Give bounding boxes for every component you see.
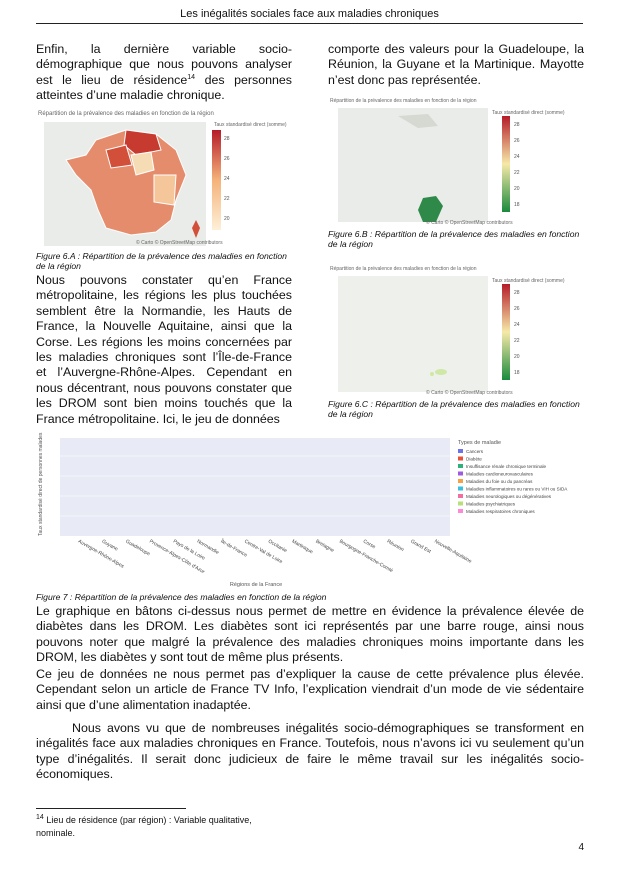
region-label: Bretagne <box>314 539 335 554</box>
running-header: Les inégalités sociales face aux maladie… <box>36 8 583 24</box>
legend-swatch <box>458 464 463 468</box>
paragraph: Nous pouvons constater qu’en France métr… <box>36 273 292 426</box>
footnote-text: Lieu de résidence (par région) : Variabl… <box>36 815 252 838</box>
region-shape <box>153 174 177 206</box>
scale-label: 18 <box>514 370 520 376</box>
caption: Figure 6.C : Répartition de la prévalenc… <box>328 399 580 419</box>
footnote-ref: 14 <box>187 73 196 81</box>
x-axis-label: Régions de la France <box>230 582 282 588</box>
legend-title: Types de maladie <box>458 440 501 446</box>
y-axis-label: Taux standardisé direct de personnes mal… <box>38 432 44 536</box>
legend-label: Maladies cardioneurovasculaires <box>466 472 534 477</box>
legend-swatch <box>458 456 463 461</box>
paragraph: Ce jeu de données ne nous permet pas d’e… <box>36 667 584 712</box>
scale-label: 22 <box>224 196 230 202</box>
text: Enfin, la dernière variable socio-démogr… <box>36 42 292 87</box>
footnote-number: 14 <box>36 814 44 821</box>
scale-label: 26 <box>514 306 520 312</box>
scale-label: 20 <box>224 216 230 222</box>
caption: Figure 6.A : Répartition de la prévalenc… <box>36 251 287 271</box>
legend-label: Cancers <box>466 449 484 454</box>
legend-label: Maladies respiratoires chroniques <box>466 509 535 514</box>
color-scale <box>502 116 510 212</box>
legend-label: Diabète <box>466 457 482 462</box>
legend-title: Taux standardisé direct (somme) <box>492 110 565 116</box>
figure-title: Répartition de la prévalence des maladie… <box>330 98 477 104</box>
scale-label: 26 <box>224 156 230 162</box>
footnote: 14 Lieu de résidence (par région) : Vari… <box>36 814 276 840</box>
legend-title: Taux standardisé direct (somme) <box>492 278 565 284</box>
region-label: Réunion <box>386 539 405 554</box>
map-bg <box>338 276 488 392</box>
map: 28 26 24 22 20 <box>44 122 230 246</box>
legend-label: Maladies inflammatoires ou rares ou VIH … <box>466 487 568 492</box>
scale-label: 28 <box>514 122 520 128</box>
land <box>398 114 438 128</box>
legend-label: Maladies du foie ou du pancréas <box>466 479 533 484</box>
scale-label: 26 <box>514 138 520 144</box>
paragraph: comporte des valeurs pour la Guadeloupe,… <box>328 42 584 87</box>
legend-swatch <box>458 509 463 513</box>
scale-label: 22 <box>514 338 520 344</box>
credit: © Carto © OpenStreetMap contributors <box>426 220 513 226</box>
legend-swatch <box>458 479 463 483</box>
figure-title: Répartition de la prévalence des maladie… <box>38 111 214 117</box>
paragraph: Le graphique en bâtons ci-dessus nous pe… <box>36 604 584 665</box>
figure-map-c: Répartition de la prévalence des maladie… <box>328 264 584 396</box>
color-scale <box>212 130 221 230</box>
scale-label: 20 <box>514 354 520 360</box>
credit: © Carto © OpenStreetMap contributors <box>136 240 223 246</box>
legend-label: Maladies neurologiques ou dégénératives <box>466 494 552 499</box>
map: 28 26 24 22 20 18 <box>338 276 520 392</box>
figure-map-b: Répartition de la prévalence des maladie… <box>328 96 584 226</box>
caption: Figure 6.B : Répartition de la prévalenc… <box>328 229 580 249</box>
legend-swatch <box>458 486 463 491</box>
map-bg <box>338 108 488 222</box>
paragraph: Nous avons vu que de nombreuses inégalit… <box>36 721 584 782</box>
figure-title: Répartition de la prévalence des maladie… <box>330 266 477 272</box>
page-number: 4 <box>578 842 584 853</box>
scale-label: 24 <box>514 322 520 328</box>
region-shape <box>430 372 434 376</box>
figure-map-a: Répartition de la prévalence des maladie… <box>36 108 292 248</box>
chart: Taux standardisé direct de personnes mal… <box>38 432 568 588</box>
legend-label: Maladies psychiatriques <box>466 502 516 507</box>
legend-swatch <box>458 471 463 476</box>
region-label: Martinique <box>291 539 314 556</box>
map: 28 26 24 22 20 18 <box>338 108 520 222</box>
scale-label: 24 <box>224 176 230 182</box>
credit: © Carto © OpenStreetMap contributors <box>426 390 513 396</box>
region-label: Guadeloupe <box>124 539 151 558</box>
scale-label: 28 <box>514 290 520 296</box>
legend-swatch <box>458 501 463 506</box>
scale-label: 24 <box>514 154 520 160</box>
region-shape <box>435 369 447 375</box>
region-label: Guyane <box>101 539 119 553</box>
region-shape <box>65 129 187 236</box>
text: des personnes atteintes d’une maladie ch… <box>36 72 292 103</box>
region-shape <box>130 151 155 176</box>
legend-title: Taux standardisé direct (somme) <box>214 122 287 128</box>
color-scale <box>502 284 510 380</box>
figure-bar-chart: Taux standardisé direct de personnes mal… <box>36 432 584 590</box>
legend-swatch <box>458 449 463 453</box>
caption: Figure 7 : Répartition de la prévalence … <box>36 592 327 602</box>
legend-label: Insuffisance rénale chronique terminale <box>466 464 547 469</box>
region-shape <box>105 144 133 169</box>
region-label: Grand Est <box>409 539 432 556</box>
scale-label: 22 <box>514 170 520 176</box>
scale-label: 28 <box>224 136 230 142</box>
region-label: Corse <box>362 539 377 551</box>
legend-swatch <box>458 494 463 498</box>
region-label: Nouvelle-Aquitaine <box>433 539 473 565</box>
footnote-rule <box>36 808 186 809</box>
scale-label: 20 <box>514 186 520 192</box>
paragraph: Enfin, la dernière variable socio-démogr… <box>36 42 292 104</box>
region-shape <box>192 220 200 238</box>
region-shape <box>418 196 443 222</box>
plot-bg <box>60 438 450 536</box>
scale-label: 18 <box>514 202 520 208</box>
